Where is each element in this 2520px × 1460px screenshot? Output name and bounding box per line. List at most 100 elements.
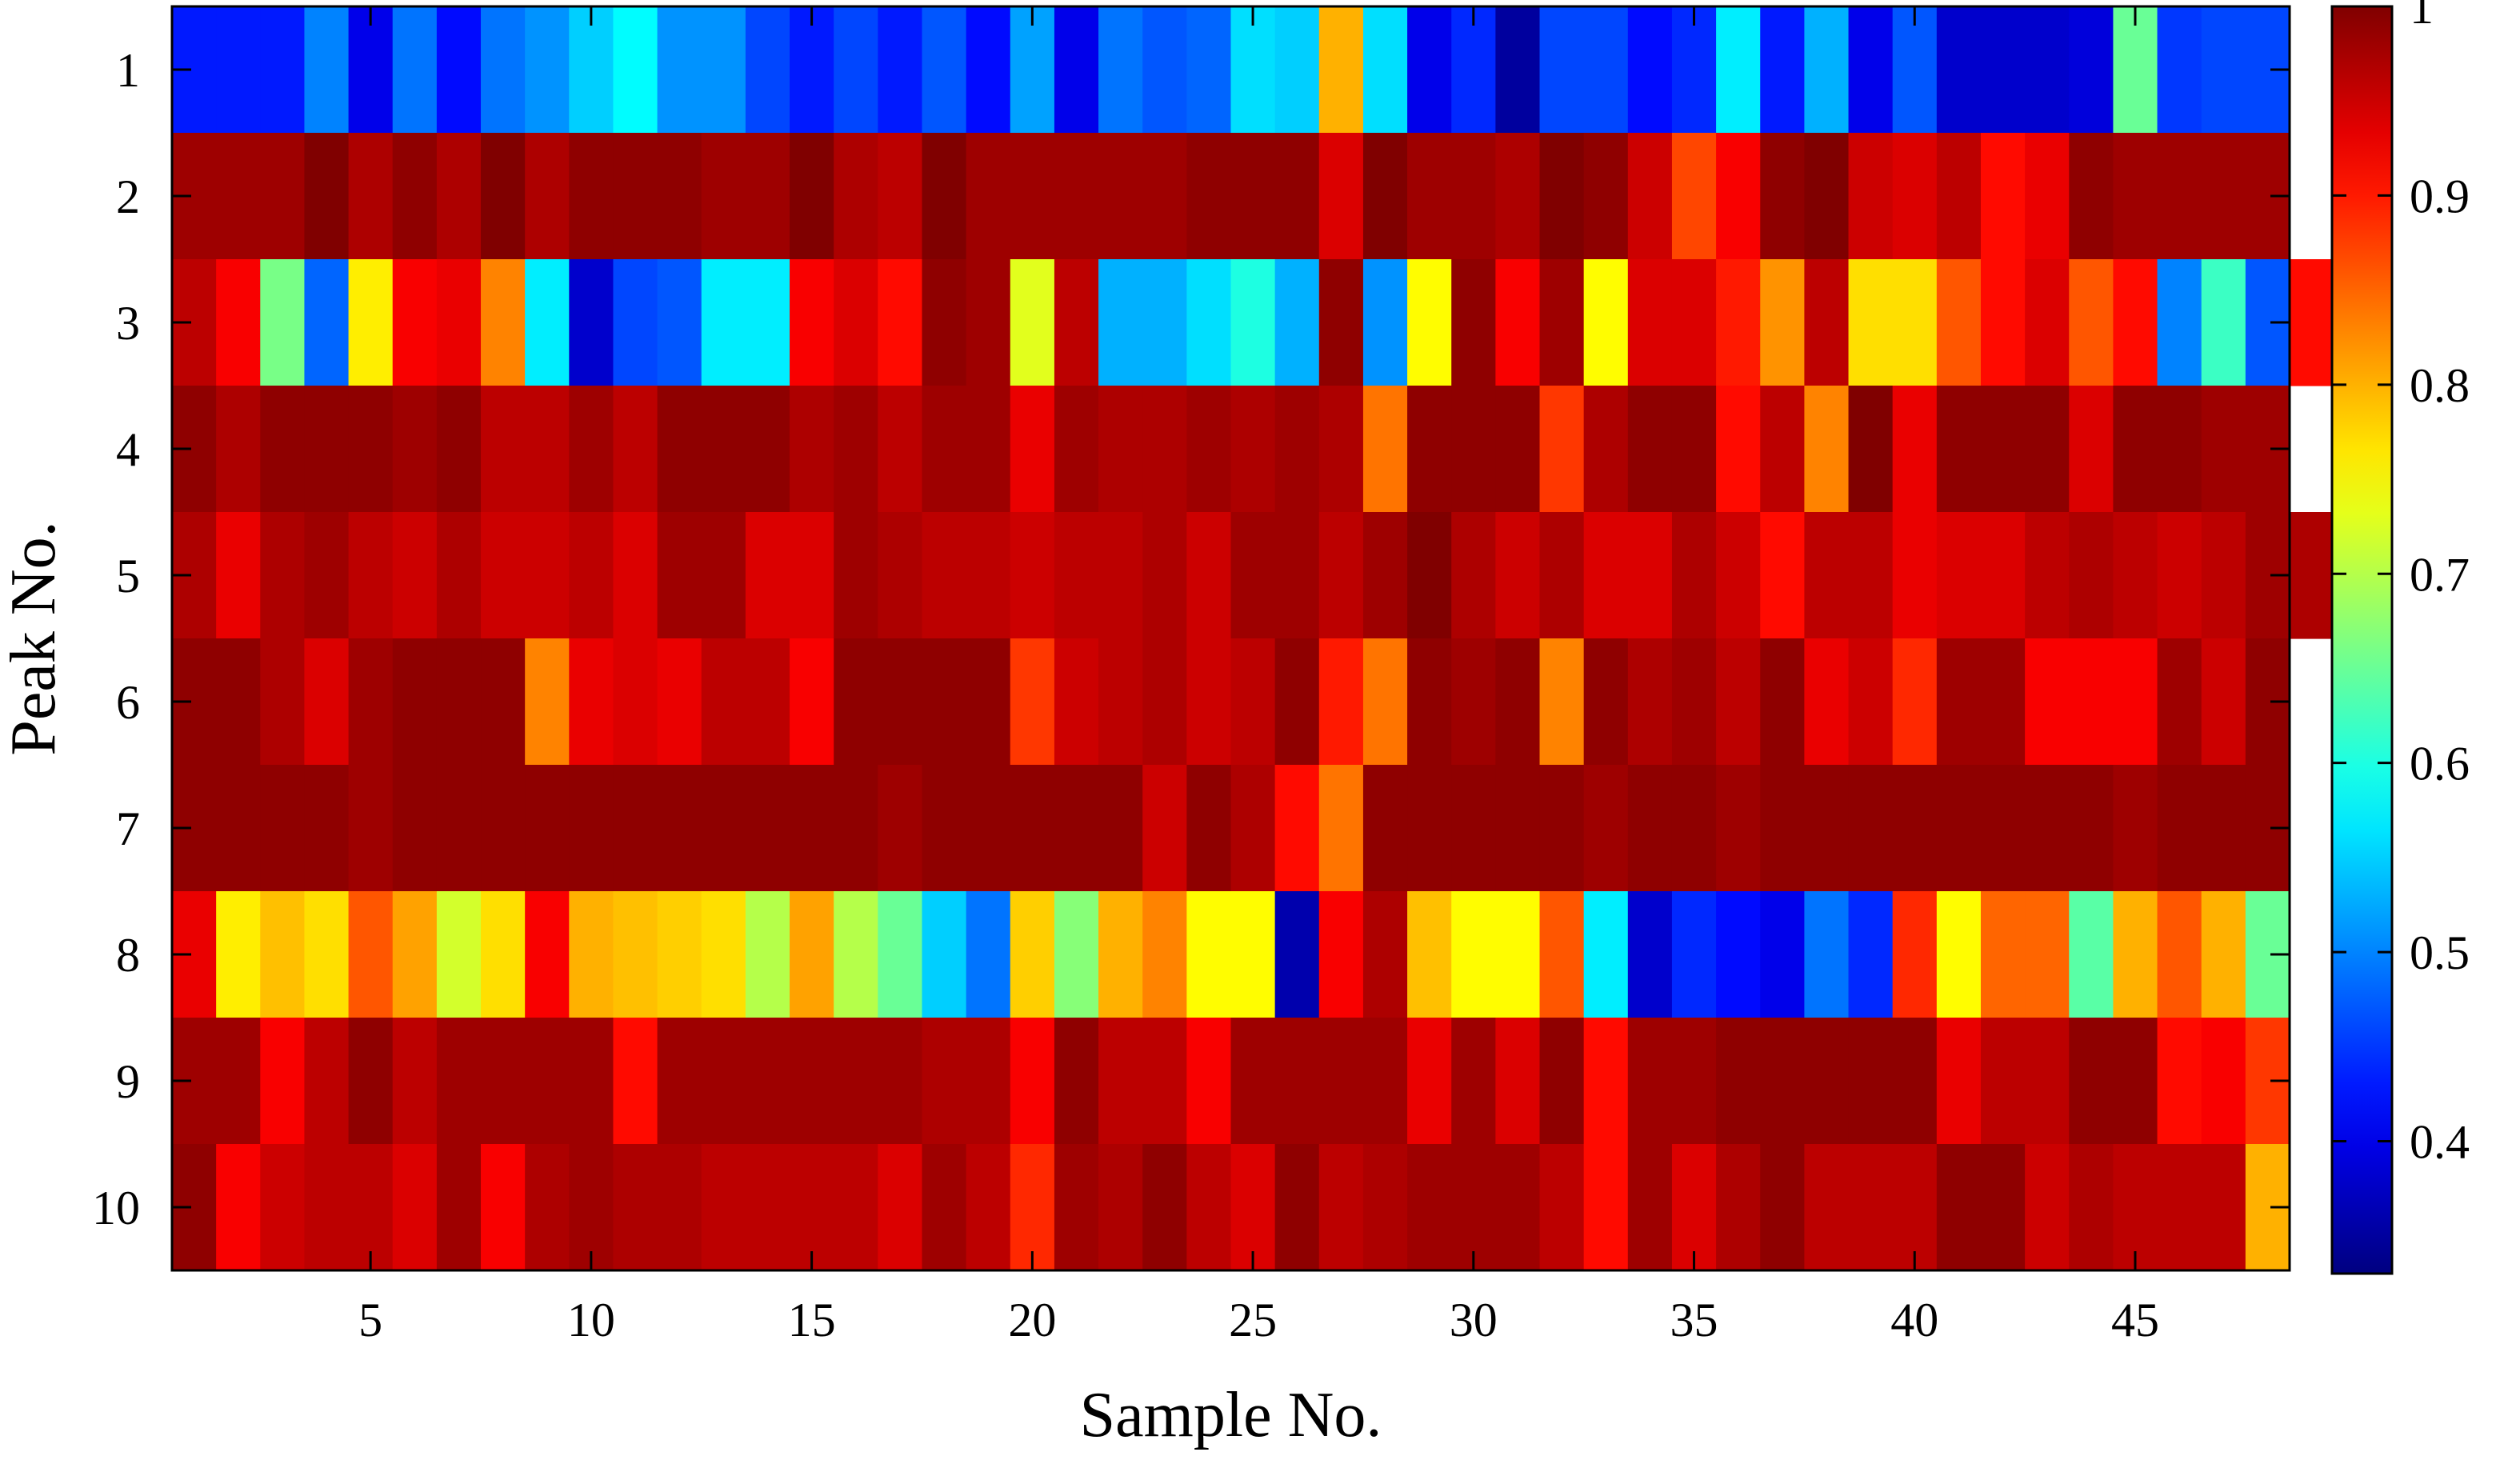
heatmap-cell xyxy=(2113,891,2158,1018)
heatmap-cell xyxy=(348,259,394,386)
heatmap-cell xyxy=(1098,259,1143,386)
heatmap-cell xyxy=(1583,638,1629,766)
heatmap-cell xyxy=(1583,1018,1629,1145)
heatmap-cell xyxy=(1892,386,1938,513)
heatmap-cell xyxy=(1539,765,1585,892)
heatmap-cell xyxy=(1804,133,1850,260)
heatmap-cell xyxy=(701,1144,746,1271)
heatmap-cell xyxy=(2157,891,2202,1018)
heatmap-cell xyxy=(1495,1018,1541,1145)
heatmap-cell xyxy=(701,1018,746,1145)
heatmap-cell xyxy=(1230,512,1276,639)
heatmap-cell xyxy=(2201,638,2246,766)
heatmap-cell xyxy=(1980,765,2026,892)
x-tick-label: 20 xyxy=(1008,1294,1056,1346)
heatmap-cell xyxy=(1980,638,2026,766)
heatmap-cell xyxy=(966,386,1011,513)
heatmap-cell xyxy=(922,386,967,513)
heatmap-cell xyxy=(1539,891,1585,1018)
heatmap-cells xyxy=(172,6,2334,1271)
heatmap-cell xyxy=(1980,6,2026,134)
heatmap-cell xyxy=(216,512,261,639)
heatmap-cell xyxy=(304,512,350,639)
heatmap-cell xyxy=(966,1018,1011,1145)
x-tick-label: 30 xyxy=(1450,1294,1498,1346)
heatmap-cell xyxy=(1098,765,1143,892)
heatmap-cell xyxy=(1010,1144,1055,1271)
heatmap-cell xyxy=(1274,512,1320,639)
heatmap-cell xyxy=(2201,259,2246,386)
heatmap-cell xyxy=(1098,6,1143,134)
heatmap-cell xyxy=(1760,6,1805,134)
heatmap-cell xyxy=(481,1144,526,1271)
heatmap-cell xyxy=(1142,512,1187,639)
colorbar xyxy=(2330,5,2394,1275)
heatmap-cell xyxy=(834,133,878,260)
heatmap-cell xyxy=(2201,1144,2246,1271)
heatmap-cell xyxy=(260,133,306,260)
heatmap-cell xyxy=(481,512,526,639)
heatmap-cell xyxy=(878,891,923,1018)
heatmap-cell xyxy=(569,512,614,639)
heatmap-cell xyxy=(878,638,923,766)
heatmap-cell xyxy=(260,6,306,134)
heatmap-cell xyxy=(922,1018,967,1145)
heatmap-cell xyxy=(1760,638,1805,766)
heatmap-cell xyxy=(1362,1144,1408,1271)
heatmap-cell xyxy=(1804,259,1850,386)
heatmap-cell xyxy=(1936,765,1982,892)
y-tick-label: 6 xyxy=(116,676,140,729)
heatmap-cell xyxy=(1495,765,1541,892)
heatmap-cell xyxy=(878,512,923,639)
heatmap-cell xyxy=(1848,386,1894,513)
heatmap-cell xyxy=(2069,259,2114,386)
heatmap-cell xyxy=(525,891,570,1018)
heatmap-cell xyxy=(745,1144,790,1271)
heatmap-cell xyxy=(2113,386,2158,513)
heatmap-cell xyxy=(304,891,350,1018)
heatmap-cell xyxy=(392,1018,438,1145)
heatmap-cell xyxy=(966,638,1011,766)
heatmap-cell xyxy=(2069,1018,2114,1145)
heatmap-cell xyxy=(878,133,923,260)
heatmap-cell xyxy=(1848,891,1894,1018)
heatmap-cell xyxy=(1142,638,1187,766)
heatmap-cell xyxy=(1804,1018,1850,1145)
heatmap-cell xyxy=(569,133,614,260)
heatmap-cell xyxy=(2157,133,2202,260)
heatmap-cell xyxy=(1407,1144,1452,1271)
heatmap-cell xyxy=(1980,891,2026,1018)
heatmap-cell xyxy=(878,386,923,513)
heatmap-cell xyxy=(1407,1018,1452,1145)
heatmap-cell xyxy=(1098,1144,1143,1271)
heatmap-cell xyxy=(657,1144,702,1271)
heatmap-cell xyxy=(2069,386,2114,513)
heatmap-cell xyxy=(966,6,1011,134)
heatmap-cell xyxy=(1848,512,1894,639)
heatmap-cell xyxy=(922,512,967,639)
heatmap-cell xyxy=(1010,1018,1055,1145)
heatmap-cell xyxy=(569,386,614,513)
heatmap-cell xyxy=(1274,638,1320,766)
heatmap-cell xyxy=(613,133,658,260)
heatmap-cell xyxy=(392,512,438,639)
heatmap-cell xyxy=(392,386,438,513)
heatmap-cell xyxy=(1716,765,1761,892)
heatmap-cell xyxy=(1318,891,1364,1018)
heatmap-cell xyxy=(1362,6,1408,134)
heatmap-cell xyxy=(1892,6,1938,134)
heatmap-cell xyxy=(304,765,350,892)
heatmap-cell xyxy=(1407,512,1452,639)
heatmap-cell xyxy=(1627,6,1673,134)
heatmap-cell xyxy=(790,891,834,1018)
heatmap-cell xyxy=(657,6,702,134)
heatmap-cell xyxy=(2290,512,2334,639)
heatmap-cell xyxy=(1274,765,1320,892)
y-tick-label: 5 xyxy=(116,550,140,602)
heatmap-cell xyxy=(1936,6,1982,134)
heatmap-cell xyxy=(304,1018,350,1145)
heatmap-cell xyxy=(2069,6,2114,134)
heatmap-cell xyxy=(436,1018,482,1145)
heatmap-cell xyxy=(2157,512,2202,639)
heatmap-cell xyxy=(216,259,261,386)
